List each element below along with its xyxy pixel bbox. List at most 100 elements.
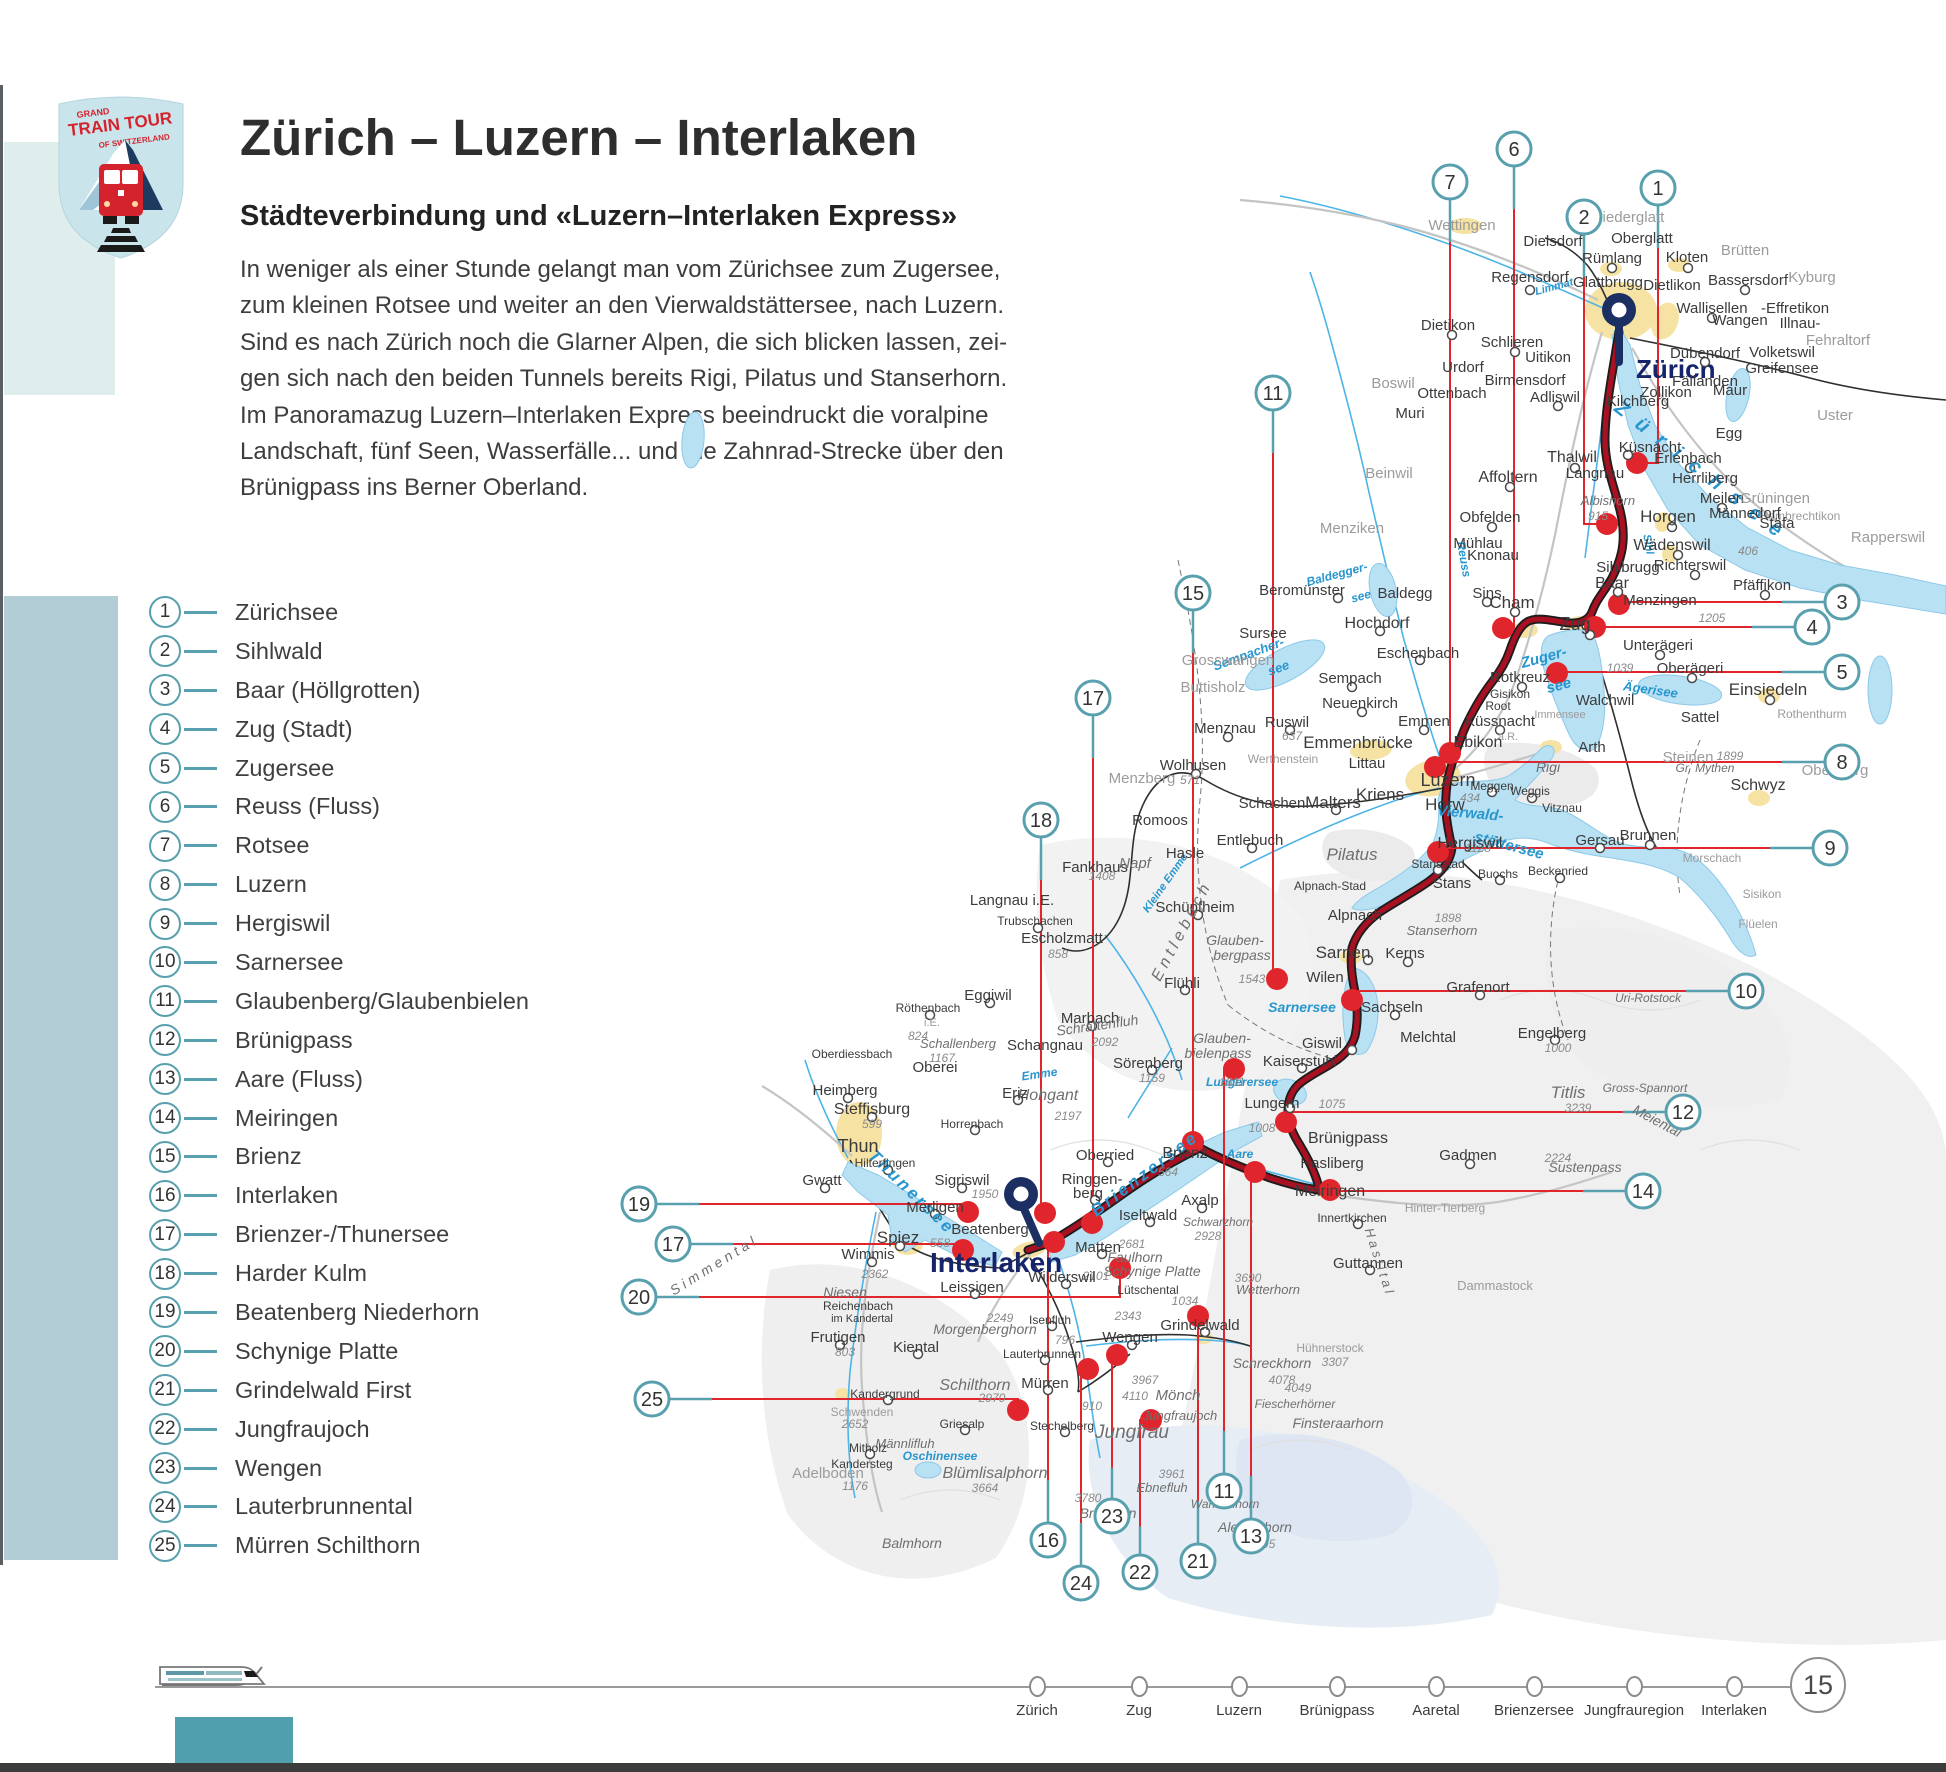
town-dot — [1144, 1216, 1156, 1228]
town-label: Rapperswil — [1851, 529, 1925, 546]
legend-dash — [184, 1427, 217, 1431]
lake-label: Lungerersee — [1206, 1075, 1278, 1089]
town-label: Schüpfheim — [1155, 899, 1234, 916]
town-label: Alpnach-Stad — [1294, 879, 1366, 893]
city-pin-hole — [1611, 302, 1627, 318]
map-callout-circle — [620, 1185, 658, 1223]
town-label: Kerns — [1385, 945, 1424, 962]
poi-dot — [1106, 1344, 1128, 1366]
legend-dash — [184, 1077, 217, 1081]
legend-dash — [184, 1272, 217, 1276]
town-dot — [864, 1448, 876, 1460]
town-dot — [1432, 864, 1444, 876]
map-callout-number: 15 — [1182, 583, 1204, 605]
map-callout-number: 10 — [1735, 981, 1757, 1003]
map-callout-circle — [1179, 1542, 1217, 1580]
town-label: Rotkreuz — [1490, 669, 1550, 686]
town-label: Einsiedeln — [1729, 680, 1807, 699]
map-callout-number: 11 — [1263, 383, 1284, 405]
town-label: Sursee — [1239, 625, 1287, 642]
lake — [681, 411, 705, 469]
elevation-label: 2101 — [1082, 1269, 1110, 1283]
route-stop-marker — [1525, 1675, 1543, 1697]
legend-item: 13 Aare (Fluss) — [149, 1060, 609, 1099]
legend-number-badge: 25 — [149, 1529, 181, 1562]
legend-label: Schynige Platte — [235, 1337, 399, 1364]
town-label: Regensdorf — [1491, 269, 1569, 286]
town-dot — [882, 1394, 894, 1406]
town-label: Isenfluh — [1029, 1313, 1071, 1327]
urban-area — [1661, 545, 1679, 563]
town-dot — [1644, 839, 1656, 851]
contour-line — [899, 1489, 1001, 1501]
boundary-dashed — [1550, 871, 1569, 1041]
town-dot — [1012, 1094, 1024, 1106]
map-callout-number: 5 — [1836, 662, 1847, 684]
legend-number-badge: 18 — [149, 1257, 181, 1290]
legend-item: 12 Brünigpass — [149, 1021, 609, 1060]
town-label: Brienz — [1162, 1145, 1207, 1162]
poi-dot — [1427, 841, 1449, 863]
city-pin-hole — [1013, 1186, 1029, 1202]
legend-item: 25 Mürren Schilthorn — [149, 1526, 609, 1565]
map-callout-circle — [1811, 829, 1849, 867]
town-label: Menzingen — [1623, 592, 1696, 609]
map-legend: 1 Zürichsee 2 Sihlwald 3 Baar (Höllgrotten) 4 Z… — [149, 593, 609, 1565]
legend-dash — [184, 1505, 217, 1509]
legend-number-badge: 19 — [149, 1296, 181, 1329]
elevation-label: 406 — [1738, 544, 1758, 558]
town-label: Küsnacht — [1619, 439, 1682, 456]
town-dot — [1039, 1354, 1051, 1366]
legend-label: Beatenberg Niederhorn — [235, 1298, 480, 1325]
town-label: Richterswil — [1654, 557, 1727, 574]
legend-number-badge: 5 — [149, 752, 181, 784]
town-label: Flüelen — [1738, 917, 1777, 931]
town-label: Rümlang — [1582, 250, 1642, 267]
town-dot — [959, 1424, 971, 1436]
legend-number-badge: 16 — [149, 1179, 181, 1212]
town-dot — [1682, 262, 1694, 274]
town-dot — [1418, 724, 1430, 736]
legend-number-badge: 20 — [149, 1335, 181, 1368]
lake — [1351, 745, 1757, 957]
train-front-icon — [99, 164, 143, 224]
town-dot — [1046, 1320, 1058, 1332]
elevation-label: 3780 — [1075, 1491, 1102, 1505]
map-callout-number: 11 — [1214, 1481, 1235, 1503]
town-dot — [1192, 909, 1204, 921]
legend-dash — [184, 1233, 217, 1237]
town-dot — [1686, 672, 1698, 684]
left-blue-band — [4, 596, 118, 1560]
legend-item: 7 Rotsee — [149, 826, 609, 865]
poi-dot — [1244, 1161, 1266, 1183]
town-label: Sachseln — [1361, 999, 1423, 1016]
town-label: Kilchberg — [1607, 393, 1670, 410]
lake — [1867, 655, 1893, 725]
lake-label: Sarnersee — [1268, 999, 1336, 1015]
route-stop-marker — [1725, 1675, 1743, 1697]
poi-dot — [1608, 593, 1630, 615]
river — [1104, 934, 1183, 1081]
legend-label: Baar (Höllgrotten) — [235, 676, 421, 703]
town-label: Thun — [837, 1136, 878, 1156]
town-dot — [1190, 768, 1202, 780]
map-callout-number: 17 — [1082, 688, 1104, 710]
legend-dash — [184, 883, 217, 887]
legend-number-badge: 23 — [149, 1452, 181, 1485]
legend-dash — [184, 766, 217, 770]
town-label: Obfelden — [1460, 509, 1521, 526]
route-stop-label: Aaretal — [1412, 1702, 1460, 1719]
town-label: Dietikon — [1421, 317, 1475, 334]
poi-dot — [1596, 513, 1618, 535]
train-tour-logo: GRAND TRAIN TOUR OF SWITZERLAND — [58, 96, 184, 259]
intro-line: In weniger als einer Stunde gelangt man … — [240, 256, 1001, 283]
peak-label: Glauben- — [1206, 932, 1264, 948]
town-dot — [969, 1288, 981, 1300]
lake-label: Oschinensee — [903, 1449, 978, 1463]
town-label: Mitholz — [849, 1441, 887, 1455]
legend-dash — [184, 1310, 217, 1314]
town-label: Melchtal — [1400, 1029, 1456, 1046]
town-label: Uster — [1817, 407, 1853, 424]
town-dot — [1446, 329, 1458, 341]
legend-item: 2 Sihlwald — [149, 632, 609, 671]
